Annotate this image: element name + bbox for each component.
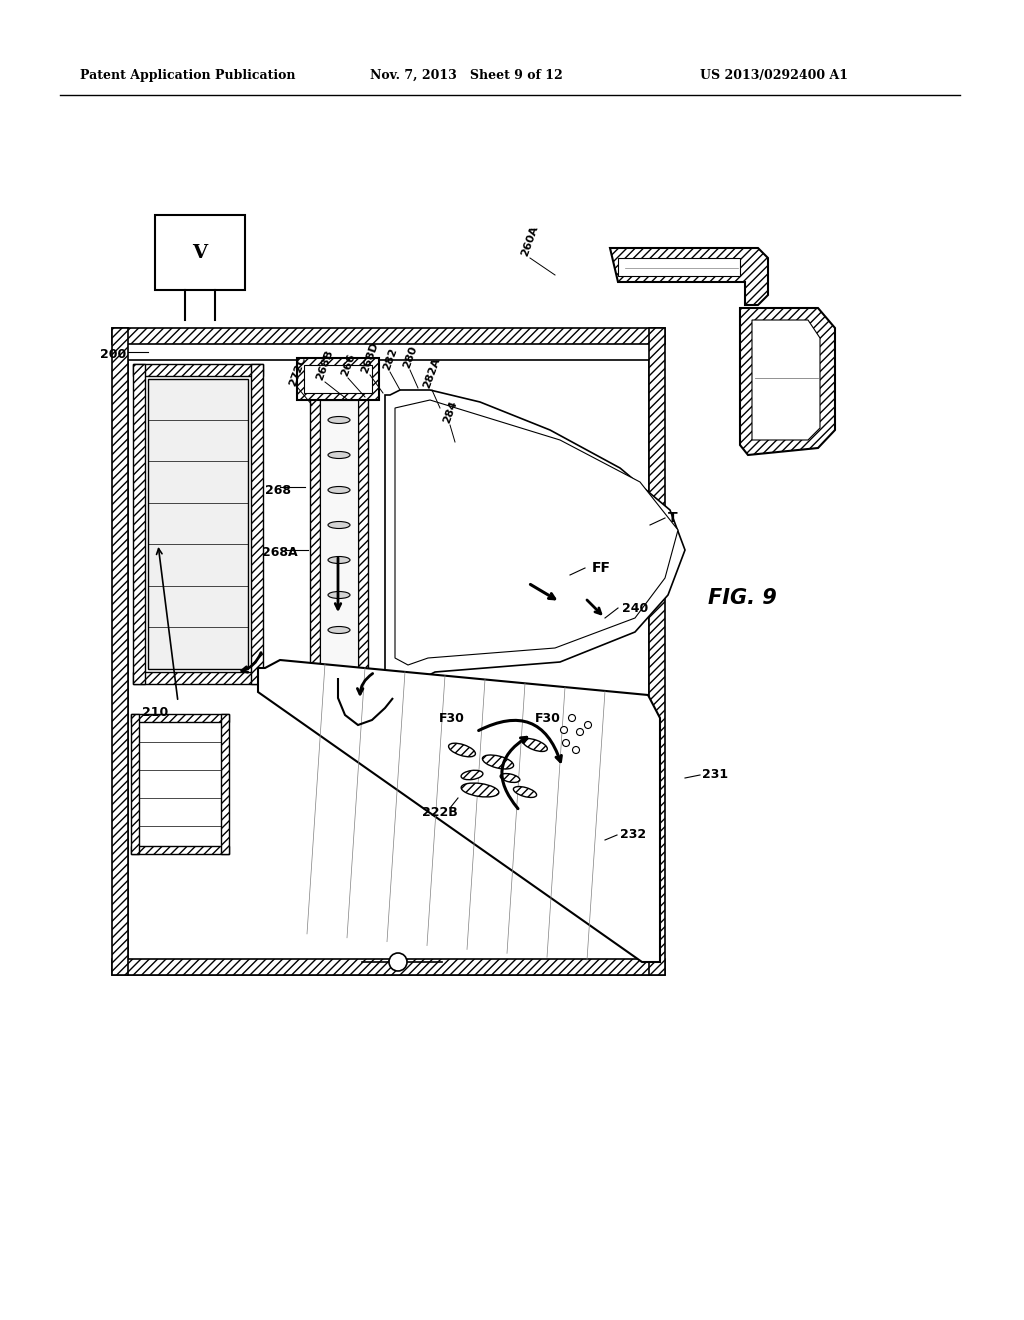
Circle shape [562,739,569,747]
Text: Nov. 7, 2013   Sheet 9 of 12: Nov. 7, 2013 Sheet 9 of 12 [370,69,563,82]
Bar [358,395,368,680]
Text: 210: 210 [142,705,168,718]
Bar [302,374,376,397]
Bar [618,257,740,276]
Text: 272C: 272C [288,355,308,388]
Bar [133,364,263,376]
Bar [128,360,649,975]
Text: 282A: 282A [422,356,442,389]
Text: F30: F30 [536,711,561,725]
Circle shape [572,747,580,754]
Text: US 2013/0292400 A1: US 2013/0292400 A1 [700,69,848,82]
Ellipse shape [328,487,350,494]
Text: Patent Application Publication: Patent Application Publication [80,69,296,82]
Text: 268D: 268D [359,341,380,375]
Bar [304,366,372,393]
Text: 268B: 268B [314,348,335,381]
Text: F30: F30 [439,711,465,725]
Ellipse shape [328,417,350,424]
Ellipse shape [328,557,350,564]
Bar [297,358,379,400]
Ellipse shape [513,787,537,797]
Ellipse shape [328,627,350,634]
Text: V: V [193,243,208,261]
Text: 282: 282 [381,347,398,372]
Text: 280: 280 [401,345,419,370]
Bar [649,327,665,975]
Bar [251,364,263,684]
Bar [112,327,128,975]
Circle shape [568,714,575,722]
Ellipse shape [522,738,548,751]
Circle shape [389,953,407,972]
Text: FIG. 9: FIG. 9 [708,587,777,609]
Ellipse shape [328,521,350,528]
Text: 284: 284 [441,400,459,425]
Text: 240: 240 [622,602,648,615]
Text: T: T [668,511,678,525]
Polygon shape [610,248,768,305]
Text: FF: FF [592,561,611,576]
Bar [310,395,319,680]
Text: 222B: 222B [422,805,458,818]
Ellipse shape [328,591,350,598]
Text: 268: 268 [265,483,291,496]
Ellipse shape [449,743,475,756]
Text: 200: 200 [100,348,126,362]
Polygon shape [395,400,678,665]
Polygon shape [258,660,660,962]
Bar [133,672,263,684]
Ellipse shape [461,771,483,780]
Bar [221,714,229,854]
Bar [319,400,358,675]
Polygon shape [385,389,685,690]
Circle shape [577,729,584,735]
Ellipse shape [461,783,499,797]
Text: 266: 266 [339,352,356,378]
Bar [148,379,248,669]
Bar [155,215,245,290]
Text: 231: 231 [702,768,728,781]
Polygon shape [740,308,835,455]
Bar [133,364,145,684]
Polygon shape [752,319,820,440]
Ellipse shape [500,774,520,783]
Circle shape [585,722,592,729]
Bar [112,327,665,345]
Bar [112,960,665,975]
Circle shape [560,726,567,734]
Bar [131,714,139,854]
Bar [131,714,229,722]
Bar [131,846,229,854]
Text: 232: 232 [620,829,646,842]
Text: 268A: 268A [262,546,298,560]
Ellipse shape [328,451,350,458]
Text: 260A: 260A [520,224,540,257]
Ellipse shape [482,755,514,770]
